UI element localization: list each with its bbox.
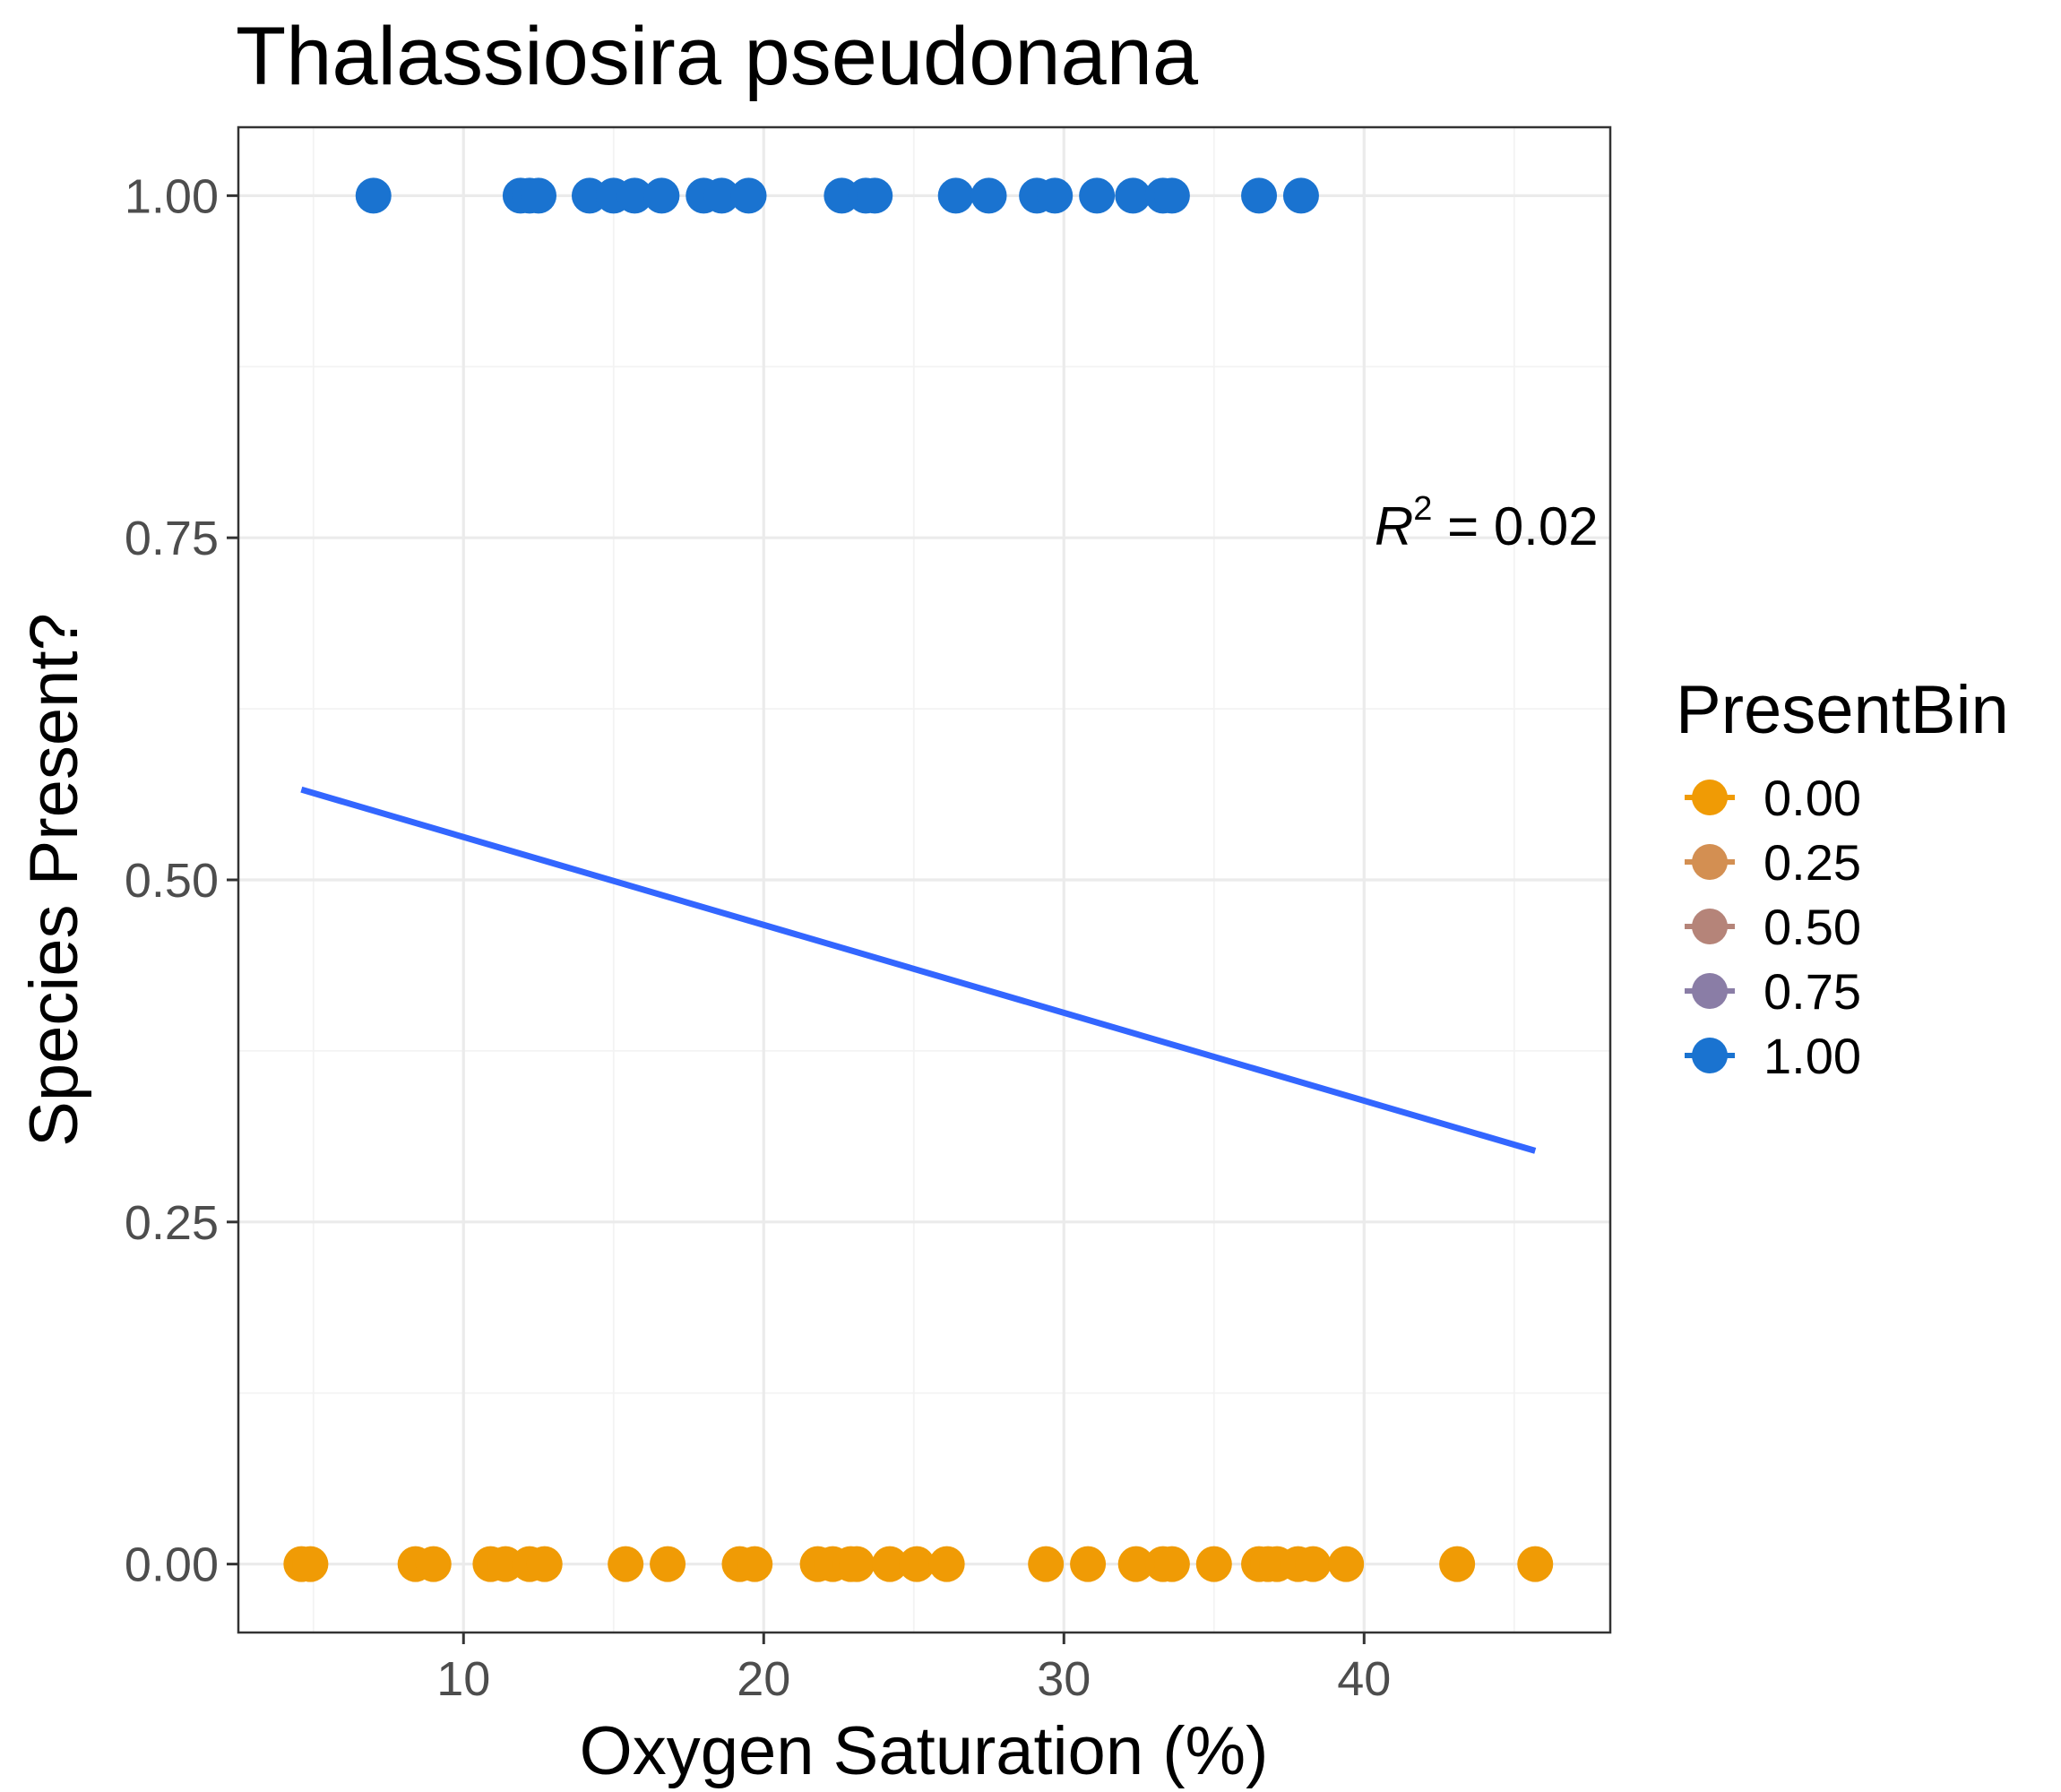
legend-key-point: [1692, 909, 1728, 944]
y-tick-label: 0.50: [125, 854, 219, 908]
data-point: [1153, 1546, 1190, 1582]
data-point: [1439, 1546, 1476, 1582]
plot-panel: R2 = 0.02: [237, 125, 1612, 1634]
legend-label: 0.50: [1763, 899, 1861, 955]
legend-key-point: [1692, 973, 1728, 1009]
data-point: [1241, 177, 1278, 214]
r2-value: = 0.02: [1432, 496, 1598, 556]
data-point: [526, 1546, 563, 1582]
legend-title: PresentBin: [1676, 672, 2009, 748]
legend-label: 1.00: [1763, 1028, 1861, 1084]
data-point: [1195, 1546, 1232, 1582]
data-point: [608, 1546, 644, 1582]
regression-line: [300, 786, 1537, 1154]
x-tick-label: 20: [737, 1652, 790, 1706]
data-point: [737, 1546, 773, 1582]
x-axis-title: Oxygen Saturation (%): [580, 1713, 1269, 1789]
data-points: [283, 177, 1554, 1582]
data-point: [1079, 177, 1116, 214]
data-point: [1070, 1546, 1107, 1582]
r2-annotation: R2 = 0.02: [1375, 490, 1599, 556]
data-point: [871, 1546, 908, 1582]
data-point: [899, 1546, 936, 1582]
legend-label: 0.00: [1763, 770, 1861, 826]
x-tick-label: 10: [436, 1652, 490, 1706]
y-axis: 0.00 0.25 0.50 0.75 1.00: [125, 169, 238, 1592]
x-tick-label: 30: [1037, 1652, 1091, 1706]
r2-symbol: R: [1375, 496, 1413, 556]
data-point: [521, 177, 557, 214]
legend-key-point: [1692, 844, 1728, 880]
data-point: [970, 177, 1007, 214]
legend-item: 0.75: [1685, 963, 1861, 1020]
legend-item: 0.25: [1685, 834, 1861, 891]
r2-superscript: 2: [1413, 490, 1432, 528]
data-point: [292, 1546, 329, 1582]
data-point: [1153, 177, 1190, 214]
data-point: [1117, 1546, 1154, 1582]
x-tick-label: 40: [1337, 1652, 1391, 1706]
data-point: [839, 1546, 875, 1582]
y-tick-label: 0.00: [125, 1538, 219, 1592]
data-point: [617, 177, 653, 214]
chart-title: Thalassiosira pseudonana: [236, 11, 1199, 102]
legend-key-point: [1692, 780, 1728, 815]
legend-label: 0.25: [1763, 834, 1861, 891]
data-point: [1295, 1546, 1332, 1582]
data-point: [1028, 1546, 1065, 1582]
data-point: [415, 1546, 452, 1582]
data-point: [643, 177, 680, 214]
y-axis-title: Species Present?: [16, 613, 92, 1147]
x-axis: 10 20 30 40: [436, 1633, 1391, 1706]
data-point: [1328, 1546, 1365, 1582]
data-point: [730, 177, 767, 214]
y-tick-label: 0.75: [125, 512, 219, 565]
y-tick-label: 0.25: [125, 1196, 219, 1250]
data-point: [937, 177, 974, 214]
data-point: [355, 177, 392, 214]
legend-item: 1.00: [1685, 1028, 1861, 1084]
legend-items: 0.00 0.25 0.50 0.75 1.00: [1685, 770, 1861, 1084]
data-point: [857, 177, 893, 214]
y-tick-label: 1.00: [125, 169, 219, 223]
data-point: [703, 177, 740, 214]
legend-key-point: [1692, 1038, 1728, 1073]
legend-item: 0.50: [1685, 899, 1861, 955]
data-point: [1115, 177, 1151, 214]
data-point: [1037, 177, 1074, 214]
data-point: [1282, 177, 1319, 214]
legend-label: 0.75: [1763, 963, 1861, 1020]
legend: PresentBin 0.00 0.25 0.50 0.75 1.00: [1676, 672, 2009, 1084]
data-point: [928, 1546, 965, 1582]
legend-item: 0.00: [1685, 770, 1861, 826]
data-point: [1517, 1546, 1554, 1582]
data-point: [650, 1546, 686, 1582]
